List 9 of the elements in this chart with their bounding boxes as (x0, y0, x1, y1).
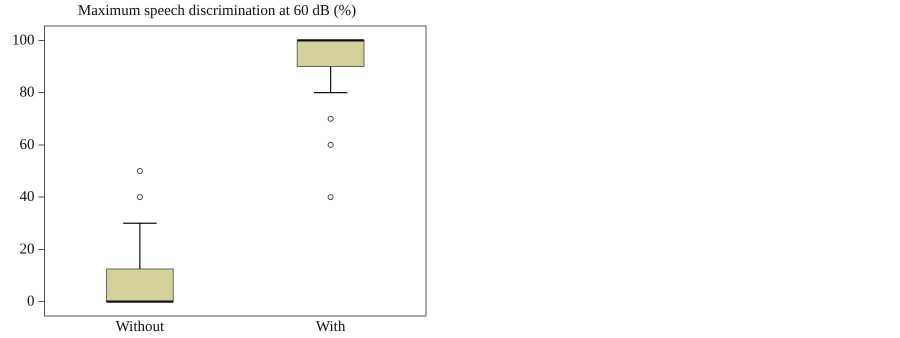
y-tick-label: 40 (20, 189, 34, 206)
x-tick-label: Without (116, 318, 165, 335)
chart-title: Maximum speech discrimination at 60 dB (%) (78, 2, 356, 19)
y-tick-label: 20 (20, 241, 34, 258)
y-tick-label: 100 (12, 32, 34, 48)
y-tick-label: 80 (20, 84, 34, 101)
y-tick-label: 60 (20, 136, 34, 153)
y-tick-label: 0 (27, 294, 34, 310)
x-tick-label: With (316, 318, 346, 335)
